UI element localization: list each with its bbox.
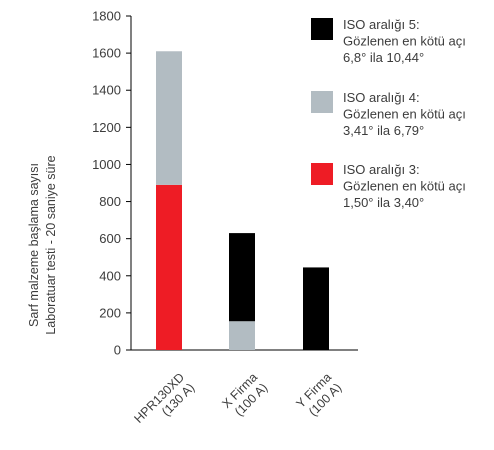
legend-text-line: ISO aralığı 4:	[343, 90, 420, 105]
y-tick-label: 1400	[92, 83, 121, 98]
y-tick-label: 600	[99, 231, 121, 246]
legend-text-line: 3,41° ila 6,79°	[343, 123, 424, 138]
y-tick-label: 1600	[92, 46, 121, 61]
legend-text-line: Gözlenen en kötü açı	[343, 34, 466, 49]
bar-segment	[229, 321, 255, 350]
legend-swatch	[311, 163, 333, 185]
legend-text-line: Gözlenen en kötü açı	[343, 107, 466, 122]
legend-swatch	[311, 18, 333, 40]
legend-text-line: ISO aralığı 5:	[343, 17, 420, 32]
y-tick-label: 1000	[92, 157, 121, 172]
legend-swatch	[311, 91, 333, 113]
legend-text-line: ISO aralığı 3:	[343, 162, 420, 177]
bar-segment	[229, 233, 255, 322]
y-tick-label: 0	[114, 343, 121, 358]
y-tick-label: 200	[99, 305, 121, 320]
y-tick-label: 1800	[92, 9, 121, 24]
y-tick-label: 800	[99, 194, 121, 209]
bars	[156, 51, 329, 350]
bar-segment	[156, 184, 182, 350]
legend-text-line: 6,8° ila 10,44°	[343, 50, 424, 65]
y-tick-label: 400	[99, 268, 121, 283]
y-ticks: 0 200 400 600 800 1000 1200 1400 1600 1800	[92, 9, 131, 358]
y-axis-title-line: Laboratuar testi - 20 saniye süre	[44, 155, 58, 334]
bar-segment	[156, 51, 182, 185]
y-axis-title: Sarf malzeme başlama sayısı Laboratuar te…	[27, 155, 58, 334]
y-tick-label: 1200	[92, 120, 121, 135]
y-axis-title-line: Sarf malzeme başlama sayısı	[27, 163, 41, 327]
bar-segment	[303, 267, 329, 350]
category-labels: HPR130XD(130 A) X Firma(100 A) Y Firma(100…	[132, 370, 345, 426]
legend-text-line: Gözlenen en kötü açı	[343, 179, 466, 194]
legend-text-line: 1,50° ila 3,40°	[343, 195, 424, 210]
